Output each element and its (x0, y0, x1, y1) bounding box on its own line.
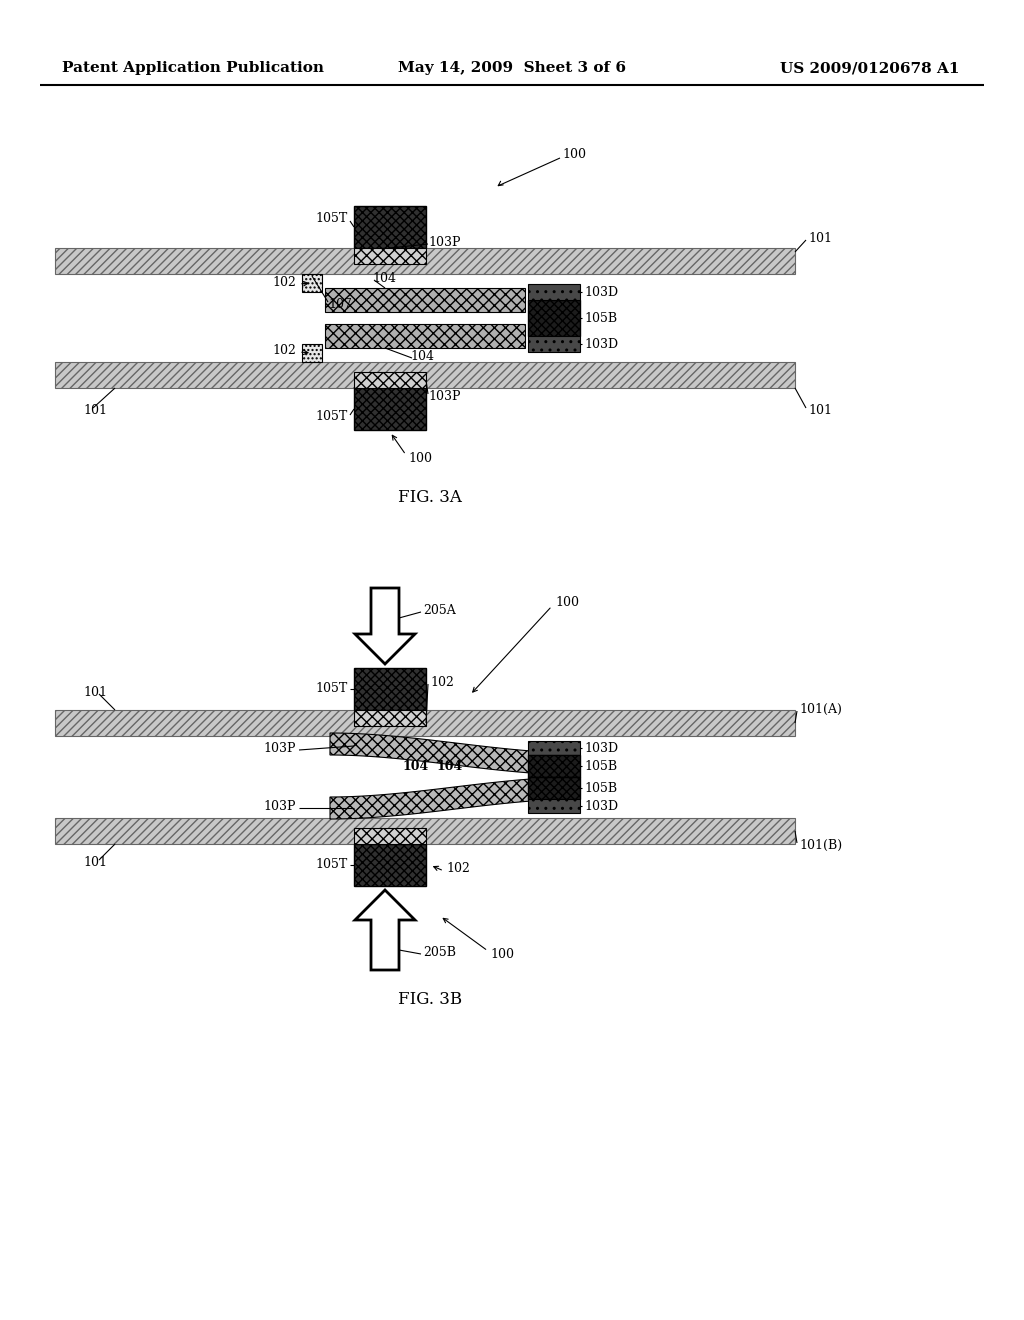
Text: US 2009/0120678 A1: US 2009/0120678 A1 (780, 61, 961, 75)
Text: 102: 102 (272, 276, 296, 289)
Bar (55, 818, 795, 843)
Polygon shape (355, 587, 415, 664)
Text: FIG. 3A: FIG. 3A (398, 490, 462, 507)
Bar (354, 372, 426, 388)
Text: 101: 101 (83, 404, 106, 417)
Text: 100: 100 (562, 149, 586, 161)
Text: FIG. 3B: FIG. 3B (398, 991, 462, 1008)
Text: 102: 102 (430, 676, 454, 689)
Text: 103P: 103P (263, 742, 296, 755)
Bar (528, 799, 580, 813)
Text: 105T: 105T (315, 682, 348, 696)
Text: 103P: 103P (428, 235, 461, 248)
Text: 103P: 103P (263, 800, 296, 813)
Bar (302, 345, 322, 362)
Text: 104: 104 (410, 350, 434, 363)
Bar (354, 206, 426, 248)
Bar (528, 284, 580, 300)
Text: 101(A): 101(A) (799, 702, 842, 715)
Bar (528, 741, 580, 755)
Text: 107: 107 (328, 297, 352, 310)
Bar (325, 288, 525, 312)
Polygon shape (330, 733, 580, 775)
Bar (354, 710, 426, 726)
Text: 102: 102 (272, 343, 296, 356)
Text: 101: 101 (808, 404, 831, 417)
Text: 102: 102 (446, 862, 470, 875)
Bar (354, 388, 426, 430)
Text: 105B: 105B (584, 759, 617, 772)
Bar (354, 843, 426, 886)
Bar (528, 755, 580, 777)
Bar (55, 248, 795, 275)
Text: 104: 104 (372, 272, 396, 285)
Text: 205B: 205B (423, 945, 456, 958)
Bar (528, 777, 580, 799)
Text: 103D: 103D (584, 800, 618, 813)
Text: 101(B): 101(B) (799, 838, 842, 851)
Text: 104: 104 (436, 760, 462, 774)
Bar (302, 275, 322, 292)
Text: 103D: 103D (584, 742, 618, 755)
Text: 101: 101 (83, 855, 106, 869)
Text: 101: 101 (808, 231, 831, 244)
Text: 100: 100 (555, 597, 579, 610)
Text: 104: 104 (402, 760, 428, 774)
Bar (528, 300, 580, 337)
Text: 103P: 103P (428, 389, 461, 403)
Bar (528, 337, 580, 352)
Bar (354, 828, 426, 843)
Text: 101: 101 (83, 685, 106, 698)
Text: 105B: 105B (584, 781, 617, 795)
Text: 100: 100 (490, 948, 514, 961)
Bar (354, 668, 426, 710)
Polygon shape (330, 777, 580, 818)
Text: 105T: 105T (315, 213, 348, 226)
Bar (325, 323, 525, 348)
Text: 205A: 205A (423, 603, 456, 616)
Text: Patent Application Publication: Patent Application Publication (62, 61, 324, 75)
Text: 103D: 103D (584, 285, 618, 298)
Text: 100: 100 (408, 451, 432, 465)
Bar (354, 248, 426, 264)
Bar (55, 362, 795, 388)
Bar (55, 710, 795, 737)
Text: 105B: 105B (584, 312, 617, 325)
Text: 105T: 105T (315, 411, 348, 424)
Text: 103D: 103D (584, 338, 618, 351)
Polygon shape (355, 890, 415, 970)
Text: May 14, 2009  Sheet 3 of 6: May 14, 2009 Sheet 3 of 6 (398, 61, 626, 75)
Text: 105T: 105T (315, 858, 348, 871)
